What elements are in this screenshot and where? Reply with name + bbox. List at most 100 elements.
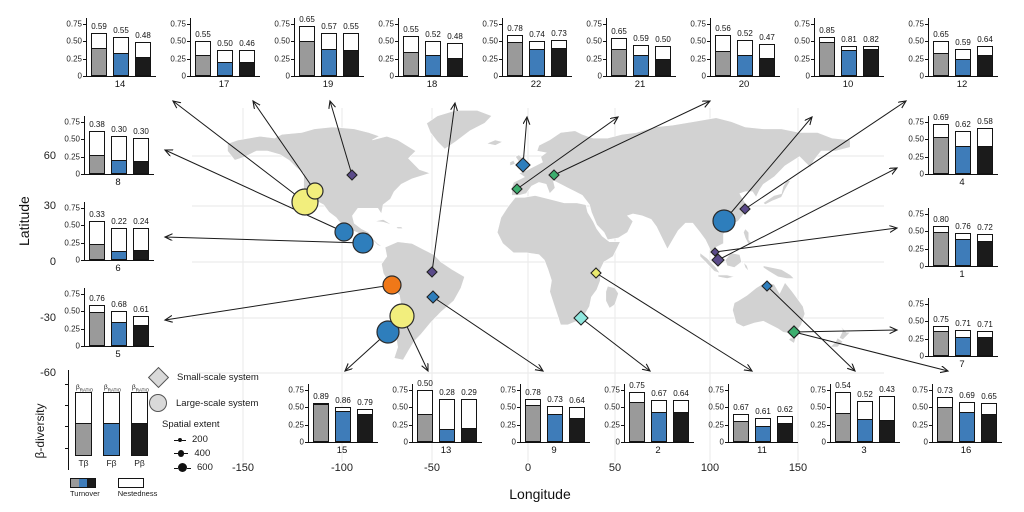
bar-turnover-segment — [90, 312, 104, 345]
chart-ytick-label: 0.25 — [500, 420, 516, 430]
chart-ytick-mark — [291, 24, 295, 26]
chart-ytick-mark — [827, 442, 831, 443]
chart-ytick-label: 0 — [805, 71, 810, 81]
bar-Fβ-site-15 — [335, 407, 351, 442]
chart-ytick-label: 0.75 — [500, 385, 516, 395]
chart-ytick-label: 0 — [403, 437, 408, 447]
legend-axis-tick — [65, 384, 69, 385]
chart-plot-area: 0.55 0.52 0.48 — [398, 18, 467, 76]
bar-value-label: 0.74 — [529, 30, 545, 40]
legend: β-diversity βRATIO Tβ βRATIO Fβ βRATIO Pβ Tur… — [30, 362, 290, 508]
site-marker-5 — [382, 275, 402, 295]
bar-Tβ-site-5 — [89, 304, 105, 346]
bar-Tβ-site-7 — [933, 326, 949, 356]
chart-ytick-label: 0.75 — [170, 19, 186, 29]
bar-turnover-segment — [938, 406, 952, 441]
landmass-cuba — [374, 219, 393, 226]
bar-value-label: 0.52 — [737, 29, 753, 39]
bar-turnover-segment — [778, 422, 792, 441]
bar-Pβ-site-15 — [357, 408, 373, 442]
large-scale-circle-icon — [149, 394, 167, 412]
chart-ytick-label: 0.50 — [794, 36, 810, 46]
bar-turnover-segment — [820, 41, 834, 75]
chart-ytick-mark — [925, 338, 929, 340]
chart-ytick-label: 0.50 — [908, 316, 924, 326]
chart-ytick-mark — [395, 76, 399, 77]
landmass-australia — [732, 281, 806, 335]
landmass-sulawesi — [743, 261, 750, 272]
bar-Pβ-site-8 — [133, 138, 149, 174]
chart-ytick-label: 0 — [719, 437, 724, 447]
x-axis-title: Longitude — [509, 486, 571, 502]
bar-turnover-segment — [314, 404, 328, 441]
arrow-site-16 — [793, 331, 948, 371]
chart-plot-area: 0.89 0.86 0.79 — [308, 384, 377, 442]
bar-value-label: 0.38 — [89, 120, 105, 130]
bar-Pβ-site-11 — [777, 415, 793, 442]
chart-ytick-label: 0.50 — [912, 402, 928, 412]
chart-ytick-label: 0 — [701, 71, 706, 81]
chart-ytick-mark — [81, 328, 85, 330]
bar-value-label: 0.78 — [525, 387, 541, 397]
legend-bar-xlabel: Fβ — [106, 458, 117, 468]
legend-bar-xlabel: Tβ — [78, 458, 89, 468]
chart-ytick-mark — [81, 294, 85, 296]
bar-value-label: 0.82 — [863, 34, 879, 44]
arrows-layer — [165, 101, 948, 371]
arrow-site-5 — [165, 284, 393, 320]
bar-Tβ-site-10 — [819, 37, 835, 76]
chart-ytick-mark — [925, 122, 929, 124]
site-marker-16 — [787, 325, 801, 339]
chart-ytick-label: 0.75 — [64, 117, 80, 127]
chart-ytick-mark — [925, 139, 929, 141]
chart-ytick-mark — [707, 24, 711, 26]
site-number-label: 14 — [114, 79, 126, 90]
site-marker-8 — [334, 222, 354, 242]
spatial-extent-row: 400 — [173, 448, 298, 459]
chart-plot-area: 0.78 0.73 0.64 — [520, 384, 589, 442]
bar-Tβ-site-17 — [195, 41, 211, 76]
chart-ytick-label: 0.25 — [794, 54, 810, 64]
chart-ytick-label: 0.25 — [908, 152, 924, 162]
bar-turnover-segment — [760, 58, 774, 75]
legend-beta-chart: βRATIO Tβ βRATIO Fβ βRATIO Pβ — [65, 370, 169, 470]
site-number-label: 10 — [842, 79, 854, 90]
chart-ytick-label: 0 — [493, 71, 498, 81]
bar-value-label: 0.50 — [655, 34, 671, 44]
chart-ytick-label: 0 — [77, 71, 82, 81]
chart-ytick-mark — [603, 24, 607, 26]
site-chart-3: 0.75 0.50 0.25 0 0.54 0.52 0.43 3 — [804, 372, 904, 464]
chart-ytick-label: 0.25 — [378, 54, 394, 64]
bar-turnover-segment — [630, 402, 644, 441]
site-chart-7: 0.75 0.50 0.25 0 0.75 0.71 0.71 7 — [902, 286, 1002, 378]
arrow-site-1 — [714, 228, 897, 253]
bar-turnover-segment — [112, 160, 126, 173]
bar-value-label: 0.67 — [651, 388, 667, 398]
bar-Pβ-site-3 — [879, 396, 895, 442]
nestedness-label: Nestedness — [117, 489, 158, 498]
site-marker-2 — [573, 310, 589, 326]
bar-Pβ-site-16 — [981, 402, 997, 442]
spatial-extent-row: 600 — [174, 462, 298, 473]
site-chart-8: 0.75 0.50 0.25 0 0.38 0.30 0.30 8 — [58, 104, 158, 196]
chart-ytick-label: 0 — [923, 437, 928, 447]
bar-Pβ-site-7 — [977, 331, 993, 356]
chart-baseline — [86, 76, 156, 77]
arrow-site-9 — [432, 296, 543, 371]
legend-beta-axis-label: β-diversity — [33, 403, 47, 459]
bar-Tβ-site-13 — [417, 390, 433, 442]
chart-ytick-label: 0.25 — [908, 334, 924, 344]
site-chart-12: 0.75 0.50 0.25 0 0.65 0.59 0.64 12 — [902, 6, 1002, 98]
bar-turnover-segment — [836, 413, 850, 441]
bar-value-label: 0.47 — [759, 32, 775, 42]
chart-ytick-label: 0.75 — [482, 19, 498, 29]
lon-tick-label: -100 — [330, 462, 354, 474]
markers-layer — [291, 157, 801, 344]
chart-ytick-label: 0.25 — [810, 420, 826, 430]
bar-turnover-segment — [240, 62, 254, 75]
legend-bar-turnover-segment — [104, 423, 119, 455]
spatial-extent-value: 400 — [194, 448, 211, 459]
bar-Pβ-site-5 — [133, 315, 149, 346]
bar-turnover-segment — [322, 49, 336, 75]
chart-ytick-label: 0.25 — [64, 152, 80, 162]
